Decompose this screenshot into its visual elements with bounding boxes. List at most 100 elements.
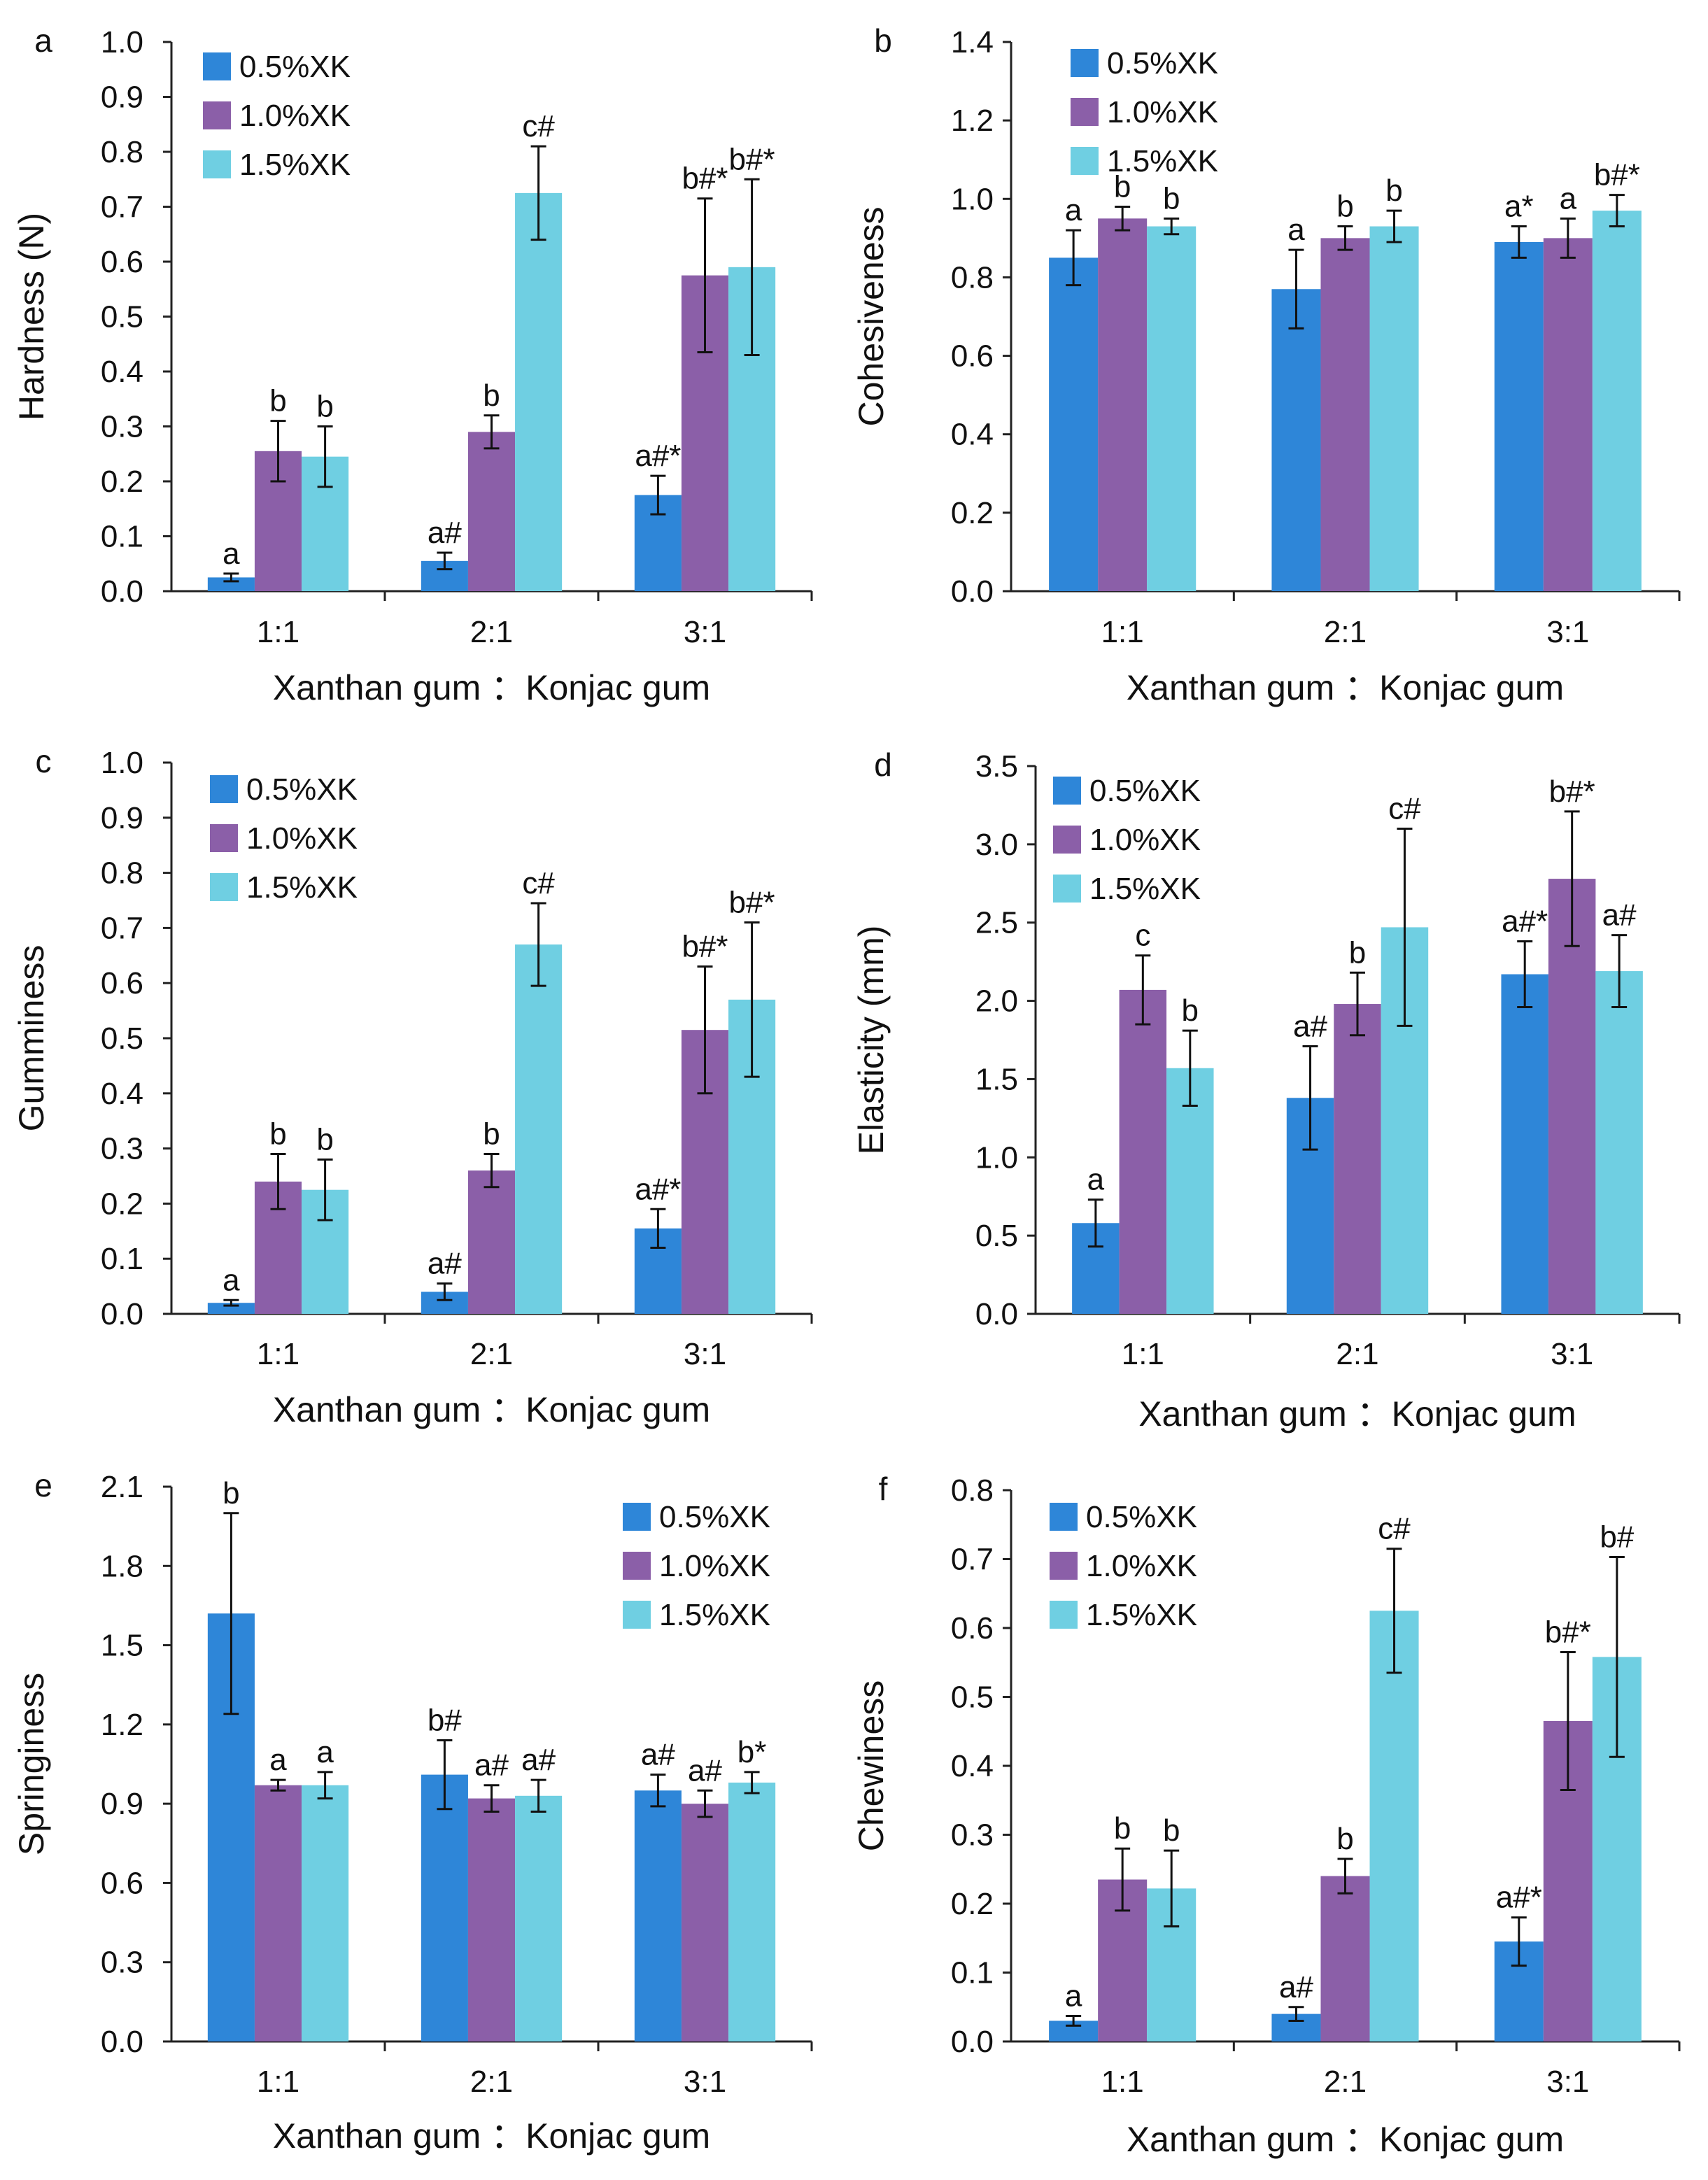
- significance-label: b#*: [729, 142, 775, 176]
- y-tick-label: 0.1: [951, 1956, 994, 1990]
- significance-label: a: [1065, 1979, 1082, 2013]
- y-tick-label: 1.2: [101, 1708, 143, 1742]
- y-tick-label: 0.2: [951, 1887, 994, 1921]
- significance-label: a: [316, 1735, 334, 1769]
- significance-label: b: [223, 1476, 239, 1510]
- legend: 0.5%XK 1.0%XK 1.5%XK: [1050, 1500, 1197, 1632]
- legend-swatch: [1071, 147, 1099, 175]
- x-axis-title: Xanthan gum ：Konjac gum: [1138, 1394, 1576, 1434]
- bar-0.5%XK-2:1: [421, 1774, 468, 2041]
- legend-swatch: [210, 775, 238, 803]
- significance-label: a#: [688, 1753, 722, 1788]
- x-category-label: 1:1: [257, 1337, 299, 1371]
- y-tick-label: 1.0: [975, 1140, 1018, 1175]
- x-category-label: 3:1: [1546, 615, 1589, 649]
- bar-1.5%XK-1:1: [302, 1785, 349, 2041]
- legend-label: 1.5%XK: [246, 870, 358, 905]
- legend: 0.5%XK 1.0%XK 1.5%XK: [623, 1500, 770, 1632]
- y-tick-label: 0.0: [951, 574, 994, 609]
- x-category-label: 2:1: [1324, 615, 1367, 649]
- significance-label: a#: [474, 1748, 509, 1783]
- y-tick-label: 1.2: [951, 104, 994, 138]
- legend-swatch: [210, 824, 238, 852]
- significance-label: a: [269, 1743, 287, 1777]
- significance-label: a: [223, 1263, 240, 1297]
- panel-letter: c: [36, 743, 52, 779]
- legend-label: 1.0%XK: [1089, 823, 1201, 857]
- legend-label: 1.5%XK: [1089, 872, 1201, 906]
- y-tick-label: 0.9: [101, 801, 143, 835]
- panel-a: a 0.0 0.1 0.2 0.3 0.4 0.5 0.6 0.7 0.8 0.9 1.0 Hardne…: [12, 22, 813, 707]
- legend-swatch: [1053, 826, 1081, 854]
- x-category-label: 2:1: [470, 1337, 513, 1371]
- bar-1.0%XK-3:1: [1543, 238, 1593, 591]
- bar-1.0%XK-1:1: [1119, 989, 1167, 1314]
- significance-label: c#: [1378, 1512, 1411, 1546]
- y-tick-label: 1.0: [101, 746, 143, 780]
- significance-label: b: [483, 1117, 500, 1151]
- legend-label: 0.5%XK: [659, 1500, 770, 1534]
- y-tick-label: 2.0: [975, 984, 1018, 1019]
- y-tick-label: 0.0: [951, 2025, 994, 2059]
- x-category-label: 3:1: [1551, 1337, 1593, 1371]
- y-tick-label: 0.3: [101, 1946, 143, 1980]
- legend-label: 0.5%XK: [239, 50, 351, 84]
- legend-swatch: [203, 101, 231, 129]
- significance-label: a#*: [1496, 1881, 1542, 1915]
- y-tick-label: 0.6: [951, 339, 994, 374]
- x-category-label: 2:1: [470, 615, 513, 649]
- y-tick-label: 0.7: [951, 1543, 994, 1577]
- panel-letter: a: [34, 22, 52, 59]
- y-tick-label: 0.6: [101, 245, 143, 279]
- significance-label: b: [1163, 1813, 1180, 1848]
- bar-1.5%XK-2:1: [1369, 226, 1419, 591]
- y-tick-label: 0.5: [101, 1021, 143, 1056]
- y-tick-label: 3.0: [975, 828, 1018, 862]
- legend-label: 1.5%XK: [1107, 144, 1218, 178]
- significance-label: b: [269, 384, 286, 418]
- panel-f: f 0.0 0.1 0.2 0.3 0.4 0.5 0.6 0.7 0.8 Chewiness 1:1…: [852, 1471, 1681, 2159]
- bar-1.5%XK-2:1: [1369, 1611, 1419, 2041]
- y-tick-label: 0.9: [101, 80, 143, 115]
- y-tick-label: 1.4: [951, 25, 994, 59]
- significance-label: b: [1114, 1811, 1131, 1846]
- bar-1.5%XK-2:1: [515, 1795, 563, 2041]
- significance-label: b: [1114, 170, 1131, 204]
- y-tick-label: 0.7: [101, 190, 143, 225]
- bar-1.0%XK-2:1: [1320, 1876, 1370, 2041]
- legend-label: 1.5%XK: [659, 1598, 770, 1632]
- significance-label: a#: [428, 516, 462, 550]
- significance-label: a: [1065, 193, 1082, 227]
- legend: 0.5%XK 1.0%XK 1.5%XK: [210, 772, 358, 905]
- y-tick-label: 0.4: [951, 1749, 994, 1783]
- legend-swatch: [210, 873, 238, 901]
- y-axis-title: Chewiness: [852, 1680, 891, 1852]
- y-axis-title: Springiness: [12, 1673, 51, 1855]
- bar-0.5%XK-1:1: [207, 577, 255, 591]
- significance-label: b: [316, 390, 333, 424]
- y-tick-label: 0.8: [951, 1473, 994, 1508]
- bar-0.5%XK-2:1: [1271, 289, 1321, 591]
- legend-label: 0.5%XK: [1086, 1500, 1197, 1534]
- legend-swatch: [1050, 1601, 1078, 1629]
- y-tick-label: 0.4: [951, 418, 994, 452]
- bar-1.0%XK-2:1: [1320, 238, 1370, 591]
- y-tick-label: 0.3: [951, 1818, 994, 1853]
- significance-label: a: [1560, 181, 1577, 215]
- y-tick-label: 0.6: [101, 1866, 143, 1900]
- x-category-label: 1:1: [1122, 1337, 1164, 1371]
- legend-label: 1.5%XK: [239, 148, 351, 182]
- x-category-label: 3:1: [684, 1337, 726, 1371]
- y-axis-title: Elasticity (mm): [852, 926, 891, 1155]
- y-tick-label: 0.8: [951, 260, 994, 295]
- legend-label: 1.0%XK: [239, 99, 351, 133]
- legend-swatch: [623, 1601, 651, 1629]
- x-category-label: 1:1: [257, 615, 299, 649]
- legend-swatch: [1071, 49, 1099, 77]
- significance-label: a: [223, 537, 240, 571]
- y-tick-label: 0.4: [101, 1077, 143, 1111]
- y-tick-label: 0.7: [101, 911, 143, 945]
- bar-1.0%XK-2:1: [467, 432, 516, 591]
- panel-letter: f: [879, 1471, 888, 1507]
